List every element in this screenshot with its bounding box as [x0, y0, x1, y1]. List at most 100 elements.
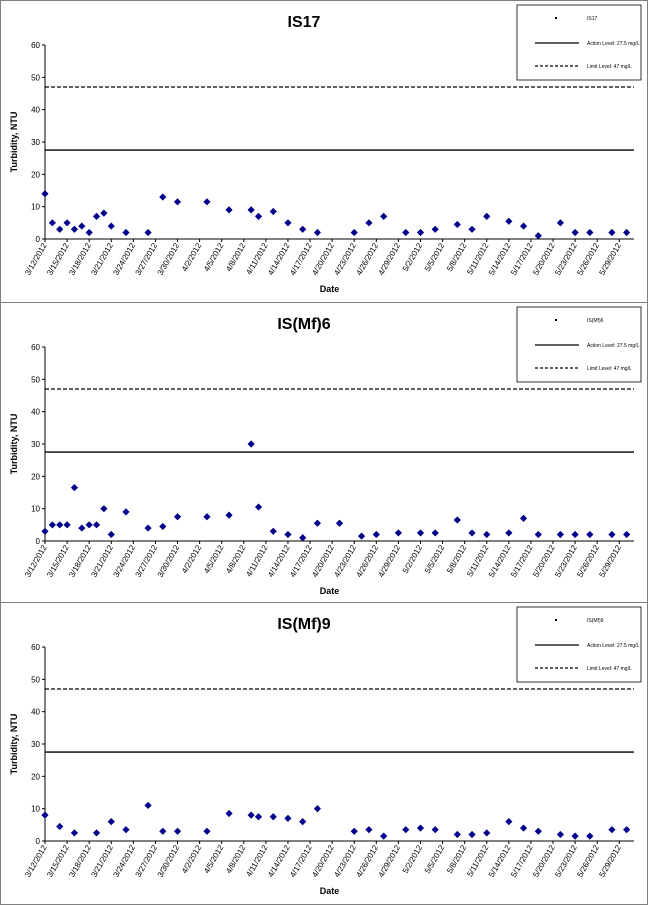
data-point	[247, 811, 255, 819]
data-point	[416, 228, 425, 237]
legend: IS(Mf)6 Action Level: 27.5 mg/L Limit Leve…	[516, 306, 642, 383]
chart-title: IS17	[288, 14, 321, 31]
legend-swatch-points	[555, 319, 557, 321]
data-point	[402, 826, 410, 834]
chart-panel-ismf6: IS(Mf)6 0 10 20 30 40 50 60 3/12/2012 3/15/2012 3/…	[0, 302, 648, 604]
data-point	[225, 206, 233, 214]
y-tick-label: 0	[36, 537, 41, 546]
data-point	[269, 813, 277, 821]
chart-panel-ismf9: IS(Mf)9 0 10 20 30 40 50 60 3/12/2012 3/15/2012 3/…	[0, 602, 648, 905]
data-point	[483, 829, 491, 837]
x-tick-label: 5/29/2012	[597, 543, 623, 579]
data-point	[48, 521, 56, 529]
y-tick-label: 30	[31, 440, 40, 449]
data-point	[608, 826, 616, 834]
x-tick-label: 4/2/2012	[180, 543, 204, 575]
data-point	[556, 530, 564, 539]
chart-svg-is17: IS1701020304050603/12/20123/15/20123/18/…	[9, 4, 642, 294]
data-point	[63, 521, 71, 529]
legend-entry: Limit Level: 47 mg/L	[587, 366, 632, 372]
x-tick-label: 5/5/2012	[423, 843, 447, 875]
data-point	[350, 827, 358, 835]
data-point	[534, 530, 542, 539]
data-point	[159, 827, 167, 835]
data-point	[519, 222, 528, 230]
data-point	[299, 225, 307, 233]
data-point	[41, 190, 49, 198]
data-point	[247, 206, 255, 214]
data-point	[85, 228, 93, 237]
data-point	[159, 522, 167, 531]
y-tick-label: 30	[31, 138, 40, 147]
legend-swatch-points	[555, 17, 557, 19]
data-point	[350, 228, 358, 237]
chart-title: IS(Mf)9	[277, 616, 330, 633]
data-point	[556, 219, 564, 227]
y-tick-label: 50	[31, 73, 40, 82]
y-tick-label: 20	[31, 170, 40, 179]
x-tick-label: 5/5/2012	[423, 241, 447, 273]
y-axis-label: Turbidity, NTU	[9, 112, 19, 173]
data-point	[56, 225, 64, 233]
data-point	[431, 826, 439, 834]
data-point	[402, 228, 410, 237]
data-point	[586, 832, 594, 840]
data-point	[254, 212, 263, 220]
data-point	[394, 529, 402, 537]
legend-entry: IS17	[587, 16, 598, 22]
data-point	[100, 505, 108, 513]
data-point	[313, 519, 322, 527]
y-tick-label: 20	[31, 772, 40, 781]
data-point	[534, 232, 542, 240]
x-tick-label: 5/8/2012	[445, 843, 469, 875]
x-tick-label: 5/8/2012	[445, 543, 469, 575]
data-point	[299, 818, 307, 826]
x-tick-label: 3/30/2012	[156, 241, 182, 277]
data-point	[313, 228, 322, 237]
legend-entry: Action Level: 27.5 mg/L	[587, 343, 639, 349]
data-point	[505, 217, 513, 225]
data-point	[107, 530, 115, 539]
y-tick-label: 60	[31, 343, 40, 352]
data-point	[173, 827, 182, 835]
data-point	[269, 207, 277, 216]
data-point	[365, 219, 373, 227]
x-tick-label: 3/30/2012	[156, 543, 182, 579]
data-point	[357, 532, 366, 540]
data-point	[173, 198, 182, 206]
data-point	[41, 811, 49, 819]
data-point	[225, 809, 233, 818]
data-point	[335, 519, 344, 527]
data-point	[380, 212, 388, 220]
y-axis-label: Turbidity, NTU	[9, 414, 19, 475]
x-axis-label: Date	[320, 586, 340, 596]
data-point	[78, 222, 86, 230]
data-point	[623, 228, 631, 237]
x-tick-label: 5/29/2012	[597, 843, 623, 879]
data-point	[107, 818, 115, 826]
data-point	[107, 222, 115, 230]
data-point	[247, 440, 255, 448]
data-point	[416, 824, 425, 832]
legend-entry: IS(Mf)6	[587, 318, 604, 324]
x-tick-label: 4/8/2012	[224, 543, 248, 575]
data-point	[78, 524, 86, 532]
y-axis-label: Turbidity, NTU	[9, 714, 19, 775]
legend-entry: Action Level: 27.5 mg/L	[587, 643, 639, 649]
data-point	[623, 530, 631, 539]
x-tick-label: 5/2/2012	[401, 241, 425, 273]
data-point	[63, 219, 71, 227]
y-tick-label: 50	[31, 375, 40, 384]
data-point	[254, 503, 263, 511]
data-point	[254, 813, 263, 821]
legend-entry: Limit Level: 47 mg/L	[587, 666, 632, 672]
x-axis-label: Date	[320, 886, 340, 896]
x-tick-label: 4/29/2012	[377, 843, 403, 879]
y-tick-label: 60	[31, 643, 40, 652]
data-point	[144, 801, 152, 810]
x-tick-label: 5/2/2012	[401, 543, 425, 575]
data-point	[70, 484, 79, 492]
y-tick-label: 0	[36, 837, 41, 846]
legend-entry: Action Level: 27.5 mg/L	[587, 41, 639, 47]
